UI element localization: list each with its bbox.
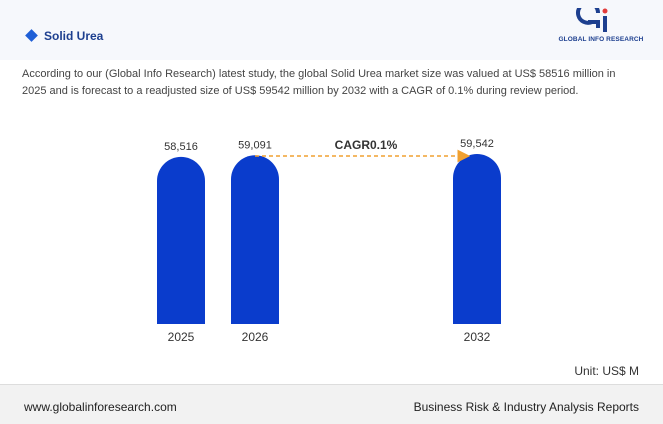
- header-bar: Solid Urea GLOBAL INFO RESEARCH: [0, 0, 663, 60]
- category-label-2026: 2026: [242, 330, 269, 344]
- unit-label: Unit: US$ M: [574, 364, 639, 378]
- page-title: Solid Urea: [44, 29, 104, 43]
- bar-2025: [157, 156, 205, 324]
- category-label-2025: 2025: [168, 330, 195, 344]
- value-label-2032: 59,542: [460, 138, 494, 150]
- footer-tagline: Business Risk & Industry Analysis Report…: [413, 400, 639, 414]
- company-logo: GLOBAL INFO RESEARCH: [556, 0, 646, 48]
- bar-2026: [231, 155, 279, 324]
- category-label-2032: 2032: [464, 330, 491, 344]
- value-label-2025: 58,516: [164, 141, 198, 153]
- market-size-chart: 58,516 2025 59,091 2026 59,542 2032 CAGR0.1%: [157, 138, 501, 344]
- market-description: According to our (Global Info Research) …: [22, 68, 616, 97]
- footer-bar: www.globalinforesearch.com Business Risk…: [0, 384, 663, 424]
- value-label-2026: 59,091: [238, 139, 272, 151]
- cagr-label: CAGR0.1%: [335, 138, 398, 152]
- bar-2032: [453, 154, 501, 324]
- website-link[interactable]: www.globalinforesearch.com: [24, 400, 177, 414]
- logo-text: GLOBAL INFO RESEARCH: [558, 36, 644, 43]
- logo-mark-icon: [576, 0, 608, 32]
- diamond-icon: [25, 29, 38, 42]
